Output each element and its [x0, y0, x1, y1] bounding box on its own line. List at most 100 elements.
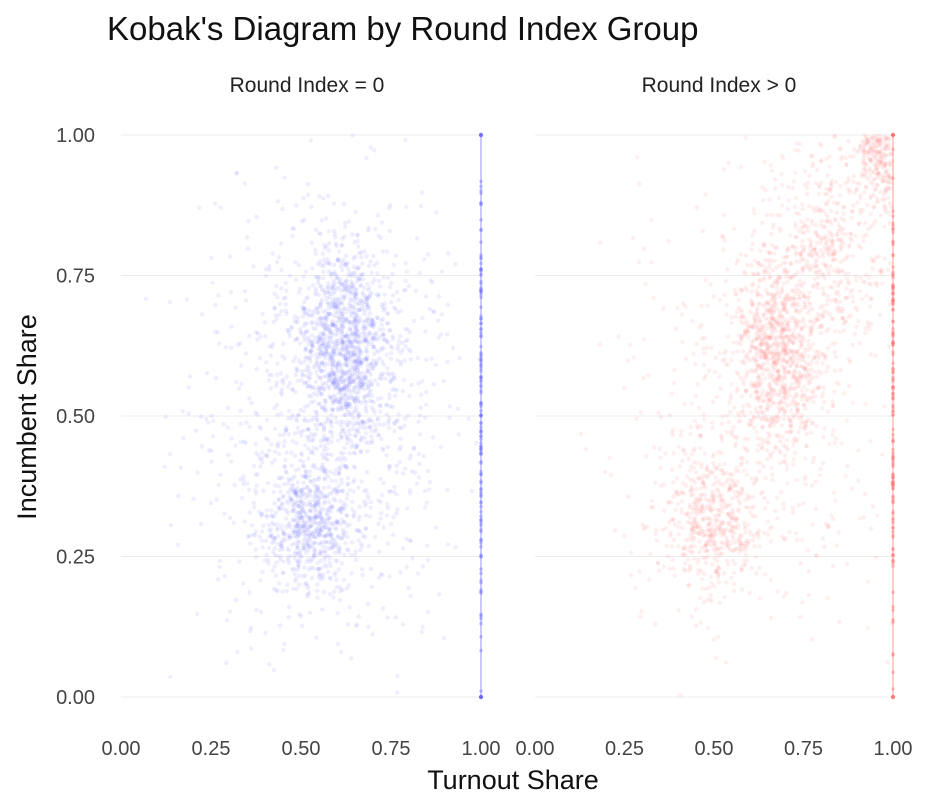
scatter-point: [695, 425, 700, 431]
scatter-point: [318, 346, 323, 352]
scatter-point: [326, 372, 331, 377]
scatter-point: [352, 367, 357, 372]
scatter-point: [302, 524, 307, 529]
scatter-point: [725, 527, 730, 532]
scatter-point: [391, 262, 396, 268]
scatter-point: [767, 335, 772, 340]
scatter-point: [718, 551, 723, 556]
scatter-point: [353, 254, 358, 260]
scatter-point: [781, 347, 786, 352]
scatter-point: [330, 330, 335, 335]
scatter-point: [352, 316, 358, 321]
scatter-point: [279, 501, 284, 506]
scatter-point: [278, 543, 284, 548]
scatter-point: [333, 241, 338, 246]
scatter-point: [373, 422, 378, 428]
scatter-point: [304, 321, 310, 326]
scatter-point: [352, 477, 357, 483]
scatter-point: [693, 470, 699, 475]
edge-point: [479, 452, 483, 457]
scatter-point: [773, 508, 778, 514]
scatter-point: [195, 470, 200, 475]
scatter-point: [702, 451, 708, 456]
scatter-point: [664, 543, 669, 549]
scatter-point: [693, 524, 698, 529]
scatter-point: [355, 368, 360, 373]
scatter-point: [318, 336, 324, 341]
scatter-point: [319, 348, 324, 353]
scatter-point: [335, 328, 340, 333]
scatter-point: [739, 587, 745, 592]
scatter-point: [186, 411, 191, 416]
scatter-point: [299, 515, 304, 520]
scatter-point: [296, 515, 301, 521]
scatter-point: [318, 302, 323, 308]
scatter-point: [856, 221, 861, 227]
scatter-point: [352, 270, 358, 275]
scatter-point: [774, 265, 779, 270]
scatter-point: [717, 498, 723, 503]
scatter-point: [314, 526, 319, 532]
scatter-point: [815, 374, 820, 379]
scatter-point: [822, 353, 827, 358]
scatter-point: [752, 258, 757, 264]
scatter-point: [271, 536, 276, 542]
scatter-point: [341, 295, 347, 300]
scatter-point: [855, 200, 860, 205]
scatter-point: [884, 189, 889, 194]
scatter-point: [352, 400, 357, 405]
scatter-point: [296, 540, 302, 545]
scatter-point: [345, 491, 350, 497]
scatter-point: [281, 530, 286, 535]
scatter-point: [723, 660, 728, 665]
scatter-point: [311, 566, 316, 571]
scatter-point: [283, 532, 288, 538]
scatter-point: [369, 337, 374, 342]
scatter-point: [327, 527, 332, 532]
scatter-point: [322, 466, 328, 472]
x-tick-label: 0.75: [372, 738, 411, 760]
scatter-point: [355, 232, 360, 237]
edge-point: [479, 378, 483, 382]
scatter-point: [353, 293, 358, 298]
scatter-point: [340, 380, 345, 385]
scatter-point: [833, 251, 838, 256]
scatter-point: [710, 562, 715, 567]
scatter-point: [290, 486, 295, 492]
scatter-point: [354, 349, 359, 354]
scatter-point: [332, 323, 337, 329]
y-tick-label: 0.00: [56, 687, 95, 709]
scatter-point: [743, 446, 749, 452]
scatter-point: [696, 557, 701, 562]
scatter-point: [347, 401, 352, 406]
edge-point: [479, 413, 483, 417]
scatter-points-round-0: [143, 132, 484, 700]
scatter-point: [337, 380, 342, 386]
scatter-point: [837, 329, 843, 335]
scatter-point: [321, 324, 326, 329]
scatter-point: [346, 301, 352, 306]
scatter-point: [680, 481, 686, 486]
scatter-point: [819, 180, 824, 185]
scatter-point: [276, 475, 281, 481]
scatter-point: [322, 549, 327, 554]
scatter-point: [251, 500, 256, 505]
scatter-point: [846, 383, 852, 389]
scatter-point: [362, 503, 368, 508]
scatter-point: [694, 511, 700, 517]
scatter-point: [365, 386, 371, 391]
scatter-point: [738, 418, 743, 424]
scatter-point: [388, 327, 393, 333]
scatter-point: [354, 313, 360, 318]
scatter-point: [249, 523, 255, 528]
scatter-point: [314, 427, 320, 432]
scatter-point: [278, 390, 284, 395]
scatter-point: [285, 557, 291, 563]
scatter-point: [368, 259, 373, 264]
scatter-point: [775, 377, 780, 382]
scatter-point: [290, 482, 296, 487]
edge-point: [479, 352, 483, 357]
scatter-point: [784, 343, 790, 348]
scatter-point: [293, 491, 298, 496]
scatter-point: [294, 558, 300, 564]
